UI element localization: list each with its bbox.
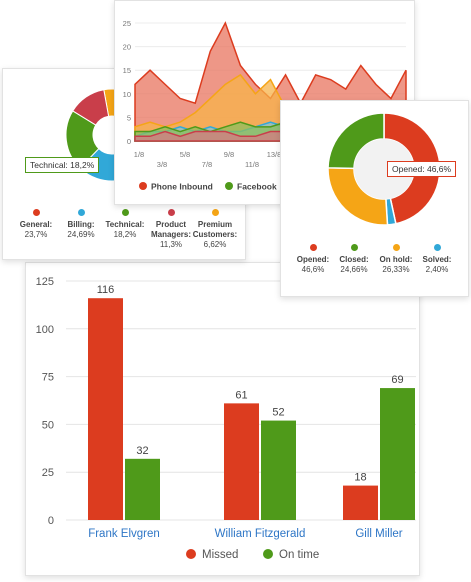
bar-missed[interactable]: [224, 403, 259, 520]
legend-label: On time: [279, 549, 319, 561]
bar-missed[interactable]: [88, 298, 123, 520]
bar-value-label: 52: [272, 407, 284, 419]
legend-text: Managers:: [150, 230, 191, 239]
legend-dot: [350, 244, 358, 251]
agent-name-link[interactable]: William Fitzgerald: [215, 528, 306, 540]
channel-area-chart-card: 25 20 15 10 5 0 1/8 5/8 9/8 13/8 3/8 7/8 11/8 Phone …: [114, 0, 415, 205]
legend-text: Customers:: [192, 230, 238, 239]
pie-legend-item: Premium Customers: 6,62%: [191, 209, 239, 250]
legend-dot: [121, 209, 129, 216]
legend-swatch: [263, 549, 273, 559]
donut-tooltip: Opened: 46,6%: [387, 161, 457, 177]
donut-legend-item: Closed: 24,66%: [332, 244, 376, 275]
pie-tooltip: Technical: 18,2%: [25, 157, 100, 173]
legend-text: Closed:: [339, 255, 369, 264]
pie-legend-item: Product Managers: 11,3%: [147, 209, 195, 250]
y-tick-label: 5: [127, 113, 131, 122]
legend-dot: [211, 209, 219, 216]
legend-dot: [77, 209, 85, 216]
agent-bar-chart-card: 116 32 61 52 18 69 125 100 75 50 25 0 Frank Elvgren…: [25, 262, 420, 576]
agent-bar-chart: 116 32 61 52 18 69 125 100 75 50 25 0 Frank Elvgren…: [36, 276, 416, 561]
legend-swatch: [139, 182, 147, 190]
legend-label: Missed: [202, 549, 238, 561]
legend-dot: [433, 244, 441, 251]
x-tick-label: 9/8: [224, 150, 234, 159]
bar-value-label: 32: [136, 445, 148, 457]
y-tick-label: 125: [36, 276, 54, 288]
pie-legend-item: General: 23,7%: [12, 209, 60, 240]
legend-text: 23,7%: [24, 230, 48, 239]
bar-on-time[interactable]: [380, 388, 415, 520]
legend-value: 2,40%: [425, 265, 449, 274]
pie-legend-item: Technical: 18,2%: [101, 209, 149, 240]
legend-dot: [309, 244, 317, 251]
donut-hole: [354, 139, 414, 199]
pie-legend-item: Billing: 24,69%: [57, 209, 105, 240]
legend-label: Phone Inbound: [151, 182, 213, 192]
bar-missed[interactable]: [343, 485, 378, 520]
y-tick-label: 15: [123, 66, 131, 75]
y-tick-label: 25: [123, 19, 131, 28]
x-tick-label: 3/8: [157, 160, 167, 169]
y-tick-label: 75: [42, 372, 54, 384]
y-tick-label: 25: [42, 467, 54, 479]
agent-name-link[interactable]: Frank Elvgren: [88, 528, 160, 540]
pie-tooltip-text: Technical: 18,2%: [30, 160, 95, 170]
legend-label: Facebook: [237, 182, 277, 192]
bar-value-label: 69: [391, 374, 403, 386]
y-tick-label: 50: [42, 419, 54, 431]
legend-value: 46,6%: [301, 265, 325, 274]
y-tick-label: 100: [36, 324, 54, 336]
x-tick-label: 11/8: [245, 160, 259, 169]
x-tick-label: 5/8: [180, 150, 190, 159]
donut-legend-item: On hold: 26,33%: [374, 244, 418, 275]
legend-value: 24,66%: [340, 265, 368, 274]
legend-text: Opened:: [296, 255, 330, 264]
legend-text: Technical:: [105, 220, 145, 229]
legend-text: Premium: [197, 220, 233, 229]
status-donut-card: Opened: 46,6% Opened: 46,6% Closed: 24,66% O…: [280, 100, 469, 297]
legend-text: 6,62%: [203, 240, 227, 249]
legend-text: Product: [155, 220, 187, 229]
donut-legend-item: Solved: 2,40%: [415, 244, 459, 275]
legend-value: 26,33%: [382, 265, 410, 274]
legend-dot: [167, 209, 175, 216]
legend-text: General:: [19, 220, 53, 229]
bar-value-label: 61: [235, 389, 247, 401]
donut-tooltip-text: Opened: 46,6%: [392, 164, 452, 174]
bar-on-time[interactable]: [261, 420, 296, 520]
bar-value-label: 18: [354, 472, 366, 484]
legend-text: Solved:: [422, 255, 452, 264]
x-tick-label: 13/8: [267, 150, 282, 159]
legend-dot: [32, 209, 40, 216]
y-tick-label: 0: [127, 137, 131, 146]
legend-text: On hold:: [379, 255, 413, 264]
y-tick-label: 20: [123, 43, 131, 52]
y-tick-label: 0: [48, 515, 54, 527]
donut-legend-item: Opened: 46,6%: [291, 244, 335, 275]
pie-slice[interactable]: [72, 89, 110, 126]
status-donut-chart: [327, 112, 441, 226]
agent-name-link[interactable]: Gill Miller: [355, 528, 402, 540]
bar-value-label: 116: [97, 284, 115, 296]
legend-text: Billing:: [67, 220, 95, 229]
legend-dot: [392, 244, 400, 251]
legend-text: 11,3%: [159, 240, 183, 249]
y-tick-label: 10: [123, 90, 131, 99]
legend-swatch: [186, 549, 196, 559]
legend-text: 24,69%: [67, 230, 95, 239]
bar-on-time[interactable]: [125, 458, 160, 520]
x-tick-label: 7/8: [202, 160, 212, 169]
legend-text: 18,2%: [113, 230, 137, 239]
x-tick-label: 1/8: [134, 150, 144, 159]
legend-swatch: [225, 182, 233, 190]
channel-area-chart: 25 20 15 10 5 01/8 5/8 9/8 13/8 3/8 7/8 11/8 Phone …: [123, 19, 407, 192]
